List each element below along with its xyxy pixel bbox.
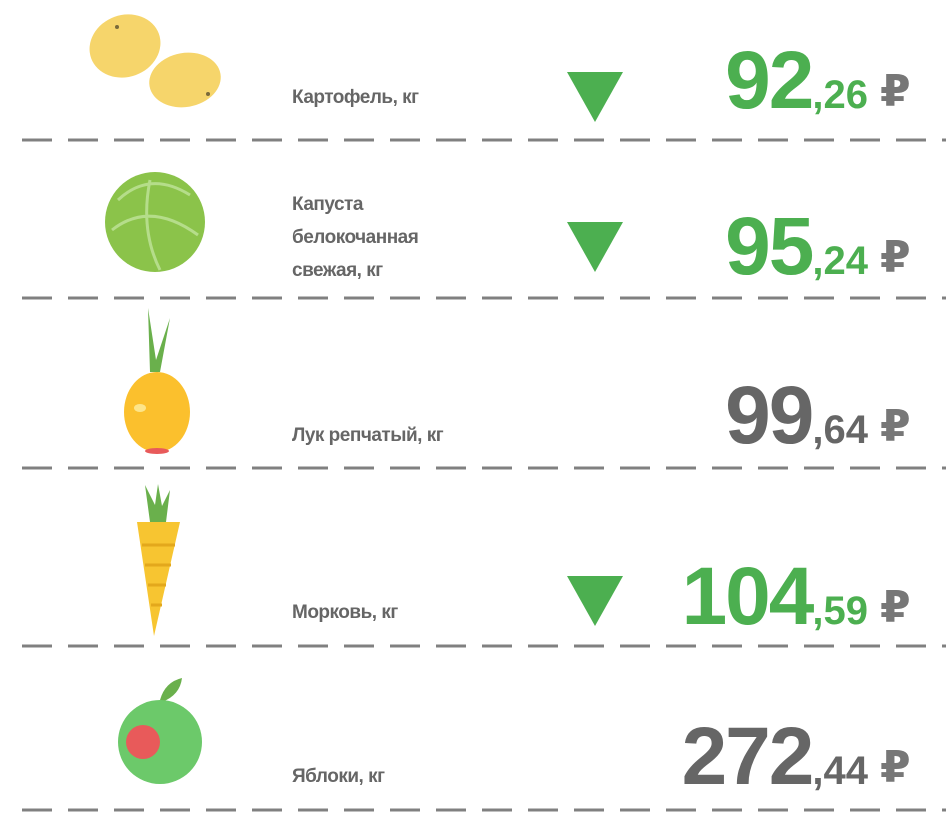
price: 92,26 [725,35,868,126]
trend-down-arrow [567,222,623,272]
price-whole: 95 [725,201,813,292]
item-name: белокочанная [292,227,418,248]
carrot-icon [137,484,180,636]
price: 95,24 [725,201,869,292]
currency: ₽ [880,743,911,792]
trend-down-arrow [567,72,623,122]
price: 104,59 [682,551,868,642]
currency: ₽ [880,402,911,451]
price: 272,44 [682,711,869,802]
apple-icon [118,678,202,784]
currency: ₽ [880,233,911,282]
price-fraction: ,59 [812,589,868,633]
price-whole: 99 [725,370,812,461]
cabbage-icon [105,172,205,272]
price-fraction: ,26 [812,73,868,117]
item-name: Капуста [292,194,364,215]
potato-icon [89,14,221,108]
item-name: свежая, кг [292,260,383,281]
currency: ₽ [880,67,911,116]
trend-down-arrow [567,576,623,626]
price: 99,64 [725,370,869,461]
item-name: Картофель, кг [292,87,419,108]
price-fraction: ,64 [812,408,868,452]
price-whole: 272 [682,711,813,802]
item-name: Яблоки, кг [292,766,385,787]
price-whole: 92 [725,35,812,126]
price-fraction: ,44 [812,749,868,793]
onion-icon [124,308,190,454]
item-name: Морковь, кг [292,602,398,623]
item-name: Лук репчатый, кг [292,425,444,446]
currency: ₽ [880,583,911,632]
price-whole: 104 [682,551,815,642]
price-fraction: ,24 [812,239,868,283]
